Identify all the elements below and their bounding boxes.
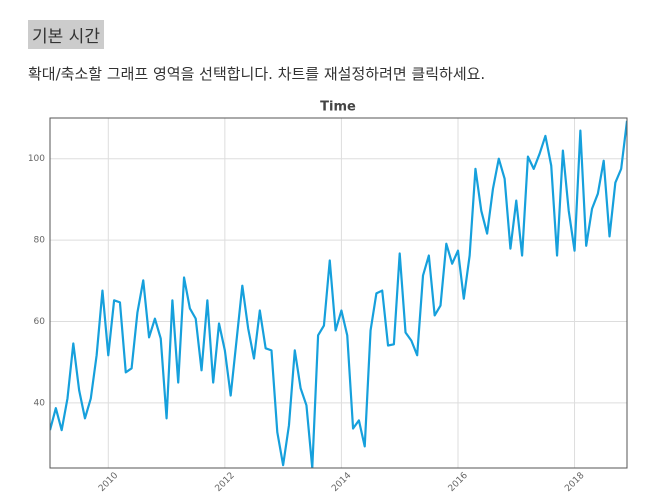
- chart-title: Time: [320, 100, 356, 115]
- y-tick-label: 40: [34, 398, 46, 408]
- x-tick-label: 2014: [330, 471, 353, 494]
- data-line: [50, 120, 627, 468]
- instruction: 확대/축소할 그래프 영역을 선택합니다. 차트를 재설정하려면 클릭하세요.: [28, 65, 486, 83]
- y-tick-label: 80: [34, 236, 46, 246]
- x-tick-label: 2010: [97, 471, 120, 494]
- x-tick-label: 2018: [563, 471, 586, 494]
- y-tick-label: 100: [28, 154, 45, 164]
- x-tick-label: 2012: [214, 471, 237, 494]
- plot-frame: [49, 117, 628, 469]
- x-tick-label: 2016: [447, 471, 470, 494]
- heading: 기본 시간: [28, 20, 104, 49]
- y-tick-label: 60: [34, 317, 46, 327]
